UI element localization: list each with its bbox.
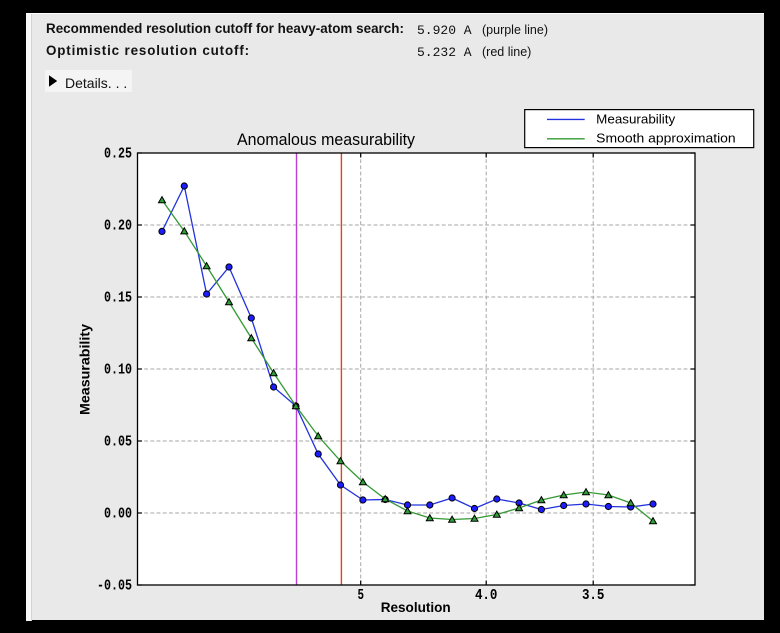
svg-text:4.0: 4.0 [475, 587, 498, 604]
svg-text:Measurability: Measurability [596, 111, 676, 126]
svg-text:5: 5 [357, 587, 364, 604]
svg-text:0.25: 0.25 [104, 146, 132, 163]
svg-text:Smooth approximation: Smooth approximation [596, 130, 736, 145]
svg-text:0.05: 0.05 [104, 434, 132, 451]
svg-text:Measurability: Measurability [77, 324, 93, 415]
svg-text:0.20: 0.20 [104, 218, 132, 235]
svg-text:Resolution: Resolution [381, 599, 451, 615]
svg-text:0.15: 0.15 [104, 290, 132, 307]
svg-text:3.5: 3.5 [582, 587, 605, 604]
svg-text:0.00: 0.00 [104, 506, 132, 523]
svg-text:Anomalous measurability: Anomalous measurability [237, 130, 415, 149]
svg-text:-0.05: -0.05 [97, 578, 132, 595]
svg-text:0.10: 0.10 [104, 362, 132, 379]
